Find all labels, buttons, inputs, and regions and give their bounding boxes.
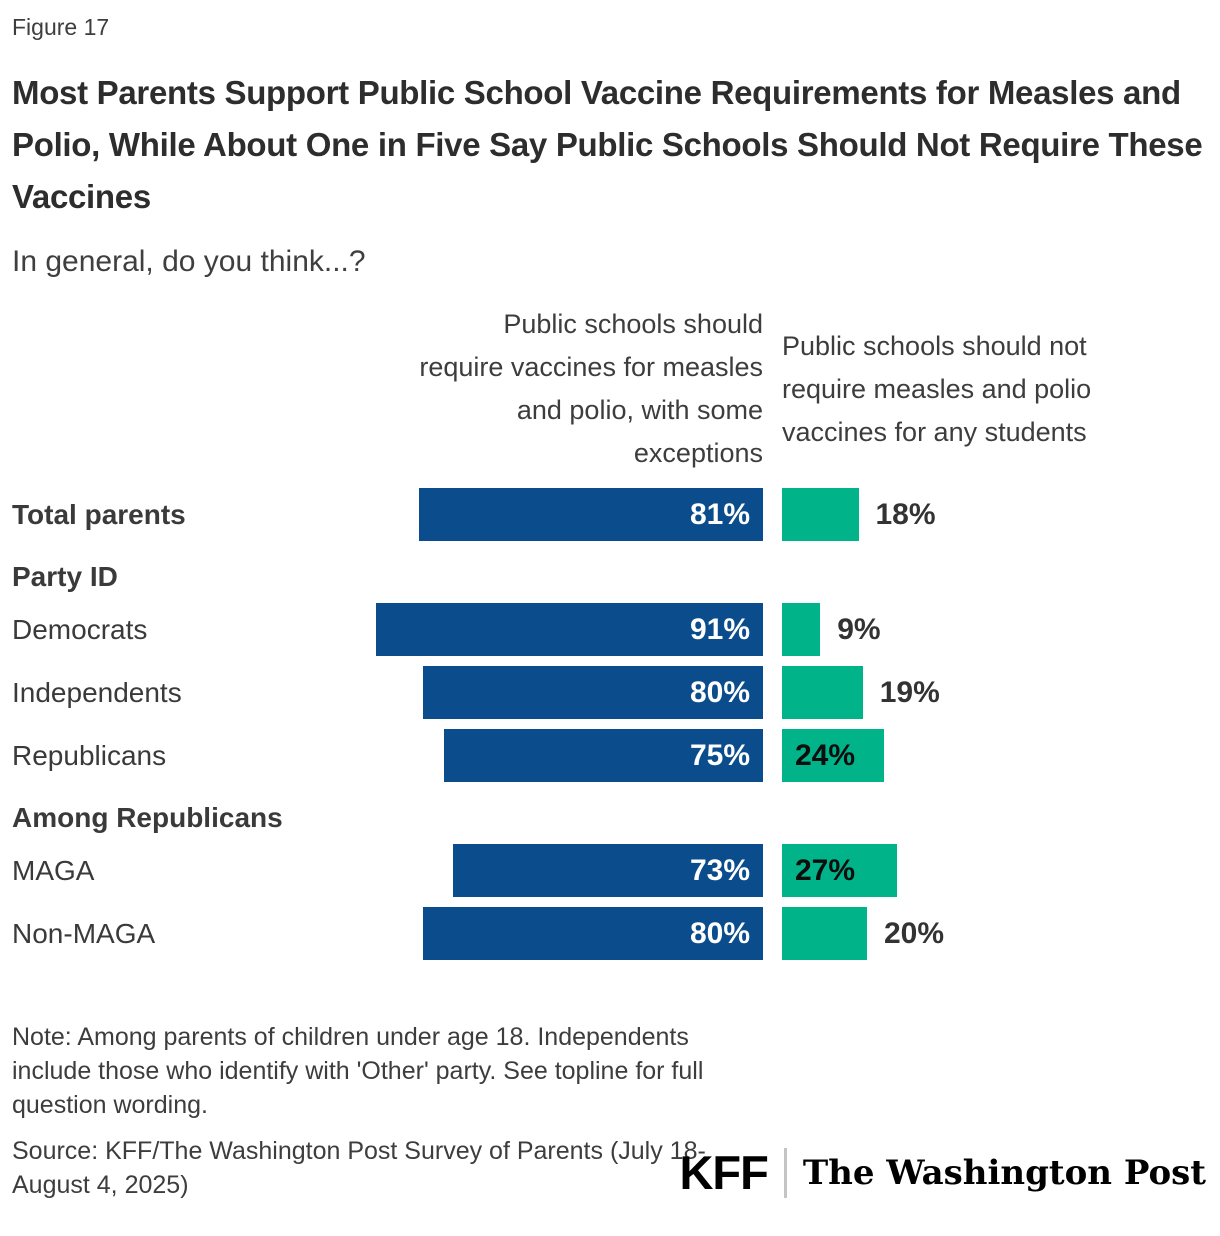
chart-subtitle: In general, do you think...? (12, 245, 366, 278)
right-bar-zone: 18% (782, 488, 1208, 541)
row-label: Non-MAGA (12, 917, 156, 949)
right-bar (782, 666, 863, 719)
section-row: Among Republicans (12, 792, 1208, 844)
left-bar: 91% (376, 603, 763, 656)
bar-row: MAGA 73% 27% (12, 844, 1208, 897)
kff-logo: KFF (679, 1146, 768, 1199)
left-bar: 80% (423, 907, 763, 960)
bar-row: Total parents 81% 18% (12, 488, 1208, 541)
logo-separator (783, 1147, 787, 1198)
column-header-right-line: require measles and polio (782, 373, 1092, 404)
row-label: MAGA (12, 854, 95, 886)
left-bar-value: 80% (689, 675, 750, 709)
left-bar-value: 80% (689, 916, 750, 950)
right-bar (782, 603, 821, 656)
right-bar: 24% (782, 729, 884, 782)
left-bar: 75% (444, 729, 763, 782)
row-label: Republicans (12, 739, 167, 771)
row-label: Total parents (12, 498, 186, 530)
right-bar: 27% (782, 844, 897, 897)
column-header-left-line: require vaccines for measles (419, 352, 763, 382)
row-label: Democrats (12, 613, 148, 645)
column-header-right-line: Public schools should not (782, 330, 1087, 361)
left-bar-zone: 91% (337, 603, 763, 656)
left-bar-zone: 80% (337, 666, 763, 719)
left-bar-value: 91% (689, 612, 750, 646)
logo-group: KFF The Washington Post (679, 1145, 1206, 1200)
right-bar-value: 27% (795, 853, 856, 887)
figure-label: Figure 17 (12, 14, 110, 40)
left-bar: 73% (452, 844, 763, 897)
left-bar-value: 81% (689, 497, 750, 531)
left-bar-zone: 81% (337, 488, 763, 541)
right-bar-zone: 24% (782, 729, 1208, 782)
right-bar-value: 9% (837, 612, 881, 646)
left-bar-zone: 75% (337, 729, 763, 782)
chart-rows: Total parents 81% 18% Party ID Democrats 91% 9… (12, 488, 1208, 960)
right-bar-value: 19% (879, 675, 940, 709)
column-header-right-line: vaccines for any students (782, 416, 1087, 447)
column-headers: Public schools should require vaccines fo… (12, 303, 1208, 475)
note-text: Note: Among parents of children under ag… (12, 1023, 704, 1119)
left-bar-value: 73% (689, 853, 750, 887)
washington-post-logo: The Washington Post (802, 1152, 1206, 1193)
section-label: Among Republicans (12, 802, 283, 833)
column-header-left-line: exceptions (633, 438, 763, 468)
right-bar-zone: 9% (782, 603, 1208, 656)
left-bar: 80% (423, 666, 763, 719)
right-bar-zone: 19% (782, 666, 1208, 719)
bar-row: Independents 80% 19% (12, 666, 1208, 719)
left-bar-zone: 73% (337, 844, 763, 897)
footer: Note: Among parents of children under ag… (12, 1020, 1208, 1202)
column-header-right: Public schools should not require measles… (782, 325, 1182, 454)
column-header-left-line: Public schools should (503, 309, 763, 339)
column-header-left-line: and polio, with some (516, 395, 763, 425)
left-bar-zone: 80% (337, 907, 763, 960)
bar-row: Non-MAGA 80% 20% (12, 907, 1208, 960)
section-label: Party ID (12, 561, 118, 592)
right-bar (782, 488, 859, 541)
right-bar-zone: 27% (782, 844, 1208, 897)
source-text: Source: KFF/The Washington Post Survey o… (12, 1137, 706, 1199)
right-bar-value: 18% (875, 497, 936, 531)
chart-title: Most Parents Support Public School Vacci… (12, 74, 1203, 215)
right-bar (782, 907, 867, 960)
left-bar-value: 75% (689, 738, 750, 772)
section-row: Party ID (12, 551, 1208, 603)
bar-row: Democrats 91% 9% (12, 603, 1208, 656)
bar-row: Republicans 75% 24% (12, 729, 1208, 782)
column-header-left: Public schools should require vaccines fo… (333, 303, 763, 475)
right-bar-value: 24% (795, 738, 856, 772)
right-bar-zone: 20% (782, 907, 1208, 960)
right-bar-value: 20% (884, 916, 945, 950)
row-label: Independents (12, 676, 182, 708)
left-bar: 81% (418, 488, 763, 541)
